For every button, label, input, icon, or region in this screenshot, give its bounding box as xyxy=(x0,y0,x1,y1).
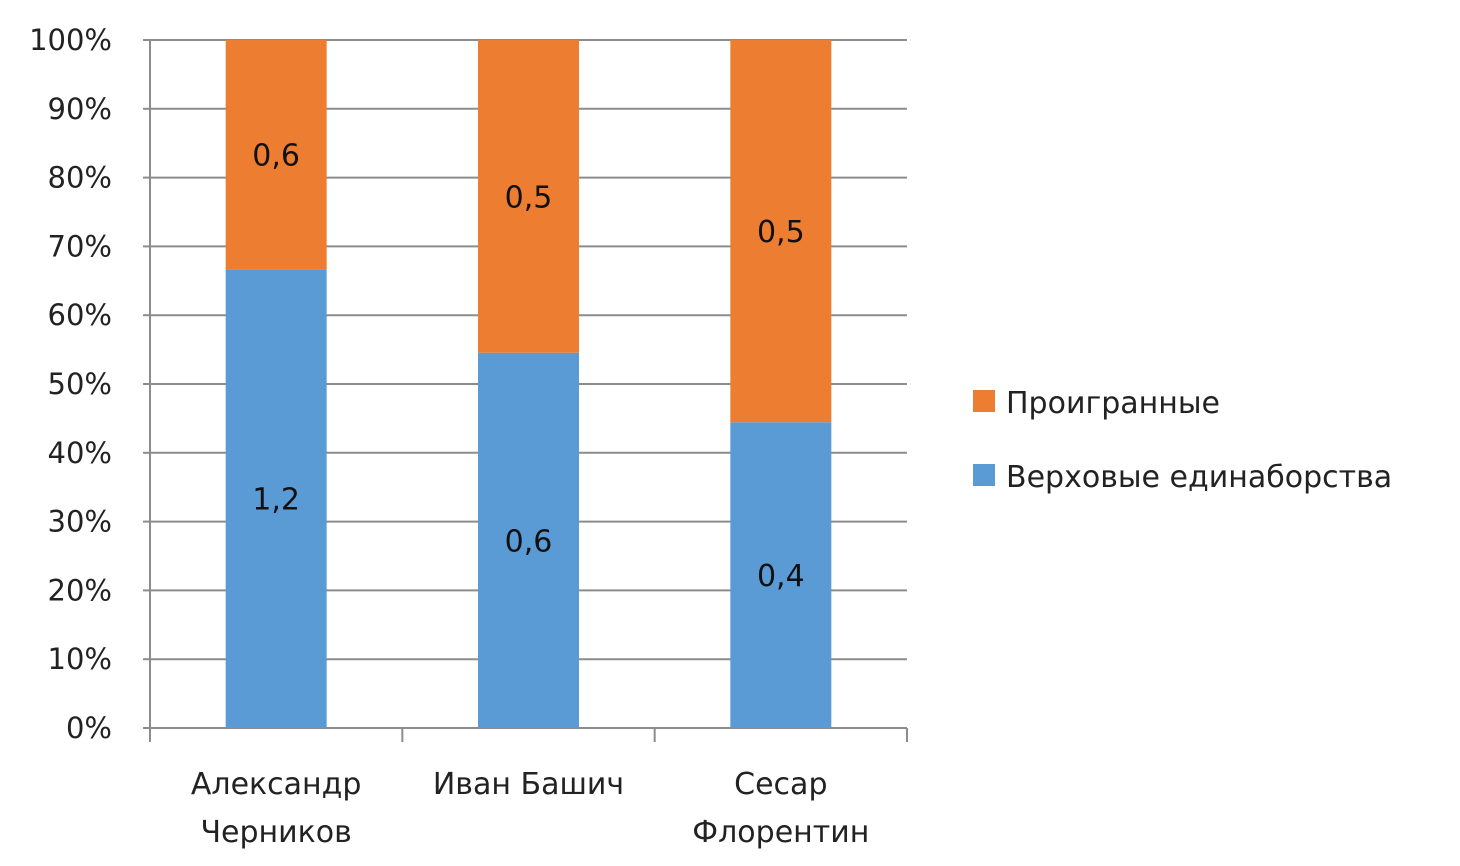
data-label: 0,5 xyxy=(757,215,805,250)
legend-swatch xyxy=(973,390,995,412)
bar-segment xyxy=(225,40,327,270)
legend: Проигранные Верховые единаборства xyxy=(973,386,1392,495)
y-tick-label: 0% xyxy=(66,711,112,745)
data-label: 0,5 xyxy=(505,180,553,215)
x-axis-category-labels: Александр Черников Иван Башич Сесар Флоренти… xyxy=(191,767,869,850)
data-label: 1,2 xyxy=(252,483,300,518)
y-tick-label: 20% xyxy=(48,573,112,607)
bar-segment xyxy=(730,40,832,423)
x-category-label: Александр xyxy=(191,767,362,802)
legend-swatch xyxy=(973,464,995,486)
data-label: 0,6 xyxy=(505,524,553,559)
x-category-label: Флорентин xyxy=(692,815,869,850)
y-tick-label: 80% xyxy=(48,161,112,195)
y-tick-label: 100% xyxy=(29,23,112,57)
y-tick-label: 70% xyxy=(48,229,112,263)
y-tick-label: 40% xyxy=(48,436,112,470)
y-tick-label: 30% xyxy=(48,505,112,539)
legend-label: Проигранные xyxy=(1006,386,1220,421)
y-tick-label: 60% xyxy=(48,298,112,332)
y-axis-tick-labels: 0% 10% 20% 30% 40% 50% 60% 70% 80% 90% 100% xyxy=(29,23,112,745)
legend-label: Верховые единаборства xyxy=(1006,460,1392,495)
bars xyxy=(225,40,832,728)
bar-segment xyxy=(730,422,832,728)
y-tick-label: 50% xyxy=(48,367,112,401)
y-tick-label: 10% xyxy=(48,642,112,676)
x-category-label: Иван Башич xyxy=(433,767,624,802)
data-label: 0,4 xyxy=(757,559,805,594)
data-labels: 1,2 0,6 0,6 0,5 0,4 0,5 xyxy=(252,139,804,594)
bar-segment xyxy=(478,352,579,728)
x-category-label: Черников xyxy=(200,815,351,850)
bar-segment xyxy=(225,269,327,728)
bar-segment xyxy=(478,40,579,353)
x-category-label: Сесар xyxy=(734,767,827,802)
data-label: 0,6 xyxy=(252,139,300,174)
y-tick-label: 90% xyxy=(48,92,112,126)
